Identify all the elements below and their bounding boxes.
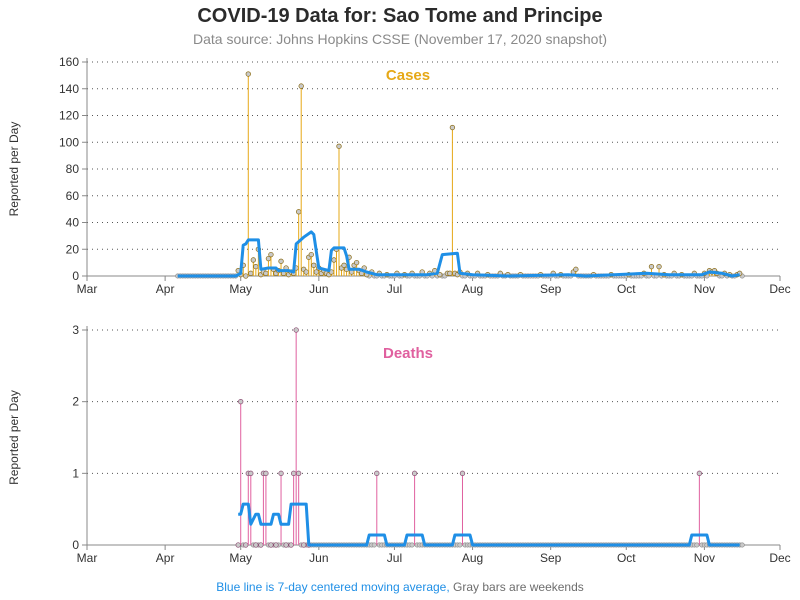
footer-note: Blue line is 7-day centered moving avera… <box>0 580 800 594</box>
cases-ytick-label: 0 <box>72 269 79 283</box>
cases-ytick-label: 40 <box>66 216 80 230</box>
deaths-xtick-label: Dec <box>769 551 790 565</box>
deaths-ytick-label: 2 <box>72 395 79 409</box>
deaths-data-point <box>293 327 299 333</box>
moving-average-note: Blue line is 7-day centered moving avera… <box>216 580 450 594</box>
cases-xtick-label: Dec <box>769 282 790 296</box>
weekend-note: Gray bars are weekends <box>453 580 584 594</box>
deaths-xtick-label: Aug <box>462 551 483 565</box>
cases-data-point <box>353 259 360 266</box>
cases-data-point <box>311 262 317 268</box>
deaths-xtick-label: Mar <box>77 551 98 565</box>
deaths-data-point <box>243 542 249 548</box>
cases-ytick-label: 140 <box>59 82 79 96</box>
deaths-xtick-label: Nov <box>694 551 715 565</box>
deaths-data-point <box>283 542 289 548</box>
deaths-data-point <box>290 470 297 476</box>
cases-data-point <box>303 269 309 275</box>
deaths-zero-marker <box>457 542 463 548</box>
cases-data-point <box>263 270 269 276</box>
chart-title: COVID-19 Data for: Sao Tome and Principe <box>197 5 603 27</box>
deaths-ytick-label: 0 <box>72 538 79 552</box>
cases-ytick-label: 20 <box>66 242 80 256</box>
cases-data-point <box>336 143 342 149</box>
cases-ytick-label: 100 <box>59 135 79 149</box>
deaths-data-point <box>374 470 380 476</box>
cases-panel-title: Cases <box>386 67 430 84</box>
cases-xtick-label: Apr <box>156 282 175 296</box>
deaths-y-axis-label: Reported per Day <box>7 390 21 485</box>
deaths-xtick-label: May <box>229 551 252 565</box>
deaths-xtick-label: Jun <box>309 551 328 565</box>
deaths-zero-marker <box>694 542 700 548</box>
deaths-zero-marker <box>739 542 745 548</box>
cases-moving-average-line <box>177 230 740 278</box>
deaths-data-point <box>459 470 466 476</box>
cases-data-point <box>268 251 274 258</box>
deaths-xtick-label: Apr <box>156 551 175 565</box>
deaths-xtick-label: Oct <box>617 551 636 565</box>
cases-y-axis-label: Reported per Day <box>7 122 21 217</box>
deaths-xtick-label: Jul <box>387 551 402 565</box>
cases-ytick-label: 80 <box>66 162 80 176</box>
deaths-ytick-label: 3 <box>72 323 79 337</box>
deaths-panel-title: Deaths <box>383 345 433 362</box>
cases-xtick-label: May <box>229 282 252 296</box>
cases-data-point <box>245 71 251 77</box>
deaths-zero-marker <box>409 542 415 548</box>
cases-ytick-label: 160 <box>59 55 79 69</box>
cases-data-point <box>573 266 579 272</box>
deaths-data-point <box>253 542 259 548</box>
deaths-data-point <box>296 470 302 476</box>
deaths-data-point <box>696 470 703 476</box>
deaths-ytick-label: 1 <box>72 466 79 480</box>
cases-xtick-label: Sep <box>540 282 562 296</box>
cases-data-point <box>250 257 256 263</box>
cases-xtick-label: Jun <box>309 282 328 296</box>
cases-ytick-label: 60 <box>66 189 80 203</box>
cases-data-point <box>447 270 453 276</box>
cases-ytick-label: 120 <box>59 109 79 123</box>
deaths-data-point <box>263 470 269 476</box>
deaths-xtick-label: Sep <box>540 551 562 565</box>
cases-data-point <box>243 273 249 279</box>
deaths-moving-average-line <box>238 502 740 547</box>
cases-xtick-label: Nov <box>694 282 715 296</box>
deaths-data-point <box>235 542 241 548</box>
cases-data-point <box>296 209 302 215</box>
deaths-zero-marker <box>371 542 377 548</box>
deaths-data-point <box>258 542 264 548</box>
cases-data-point <box>341 262 347 268</box>
chart-subtitle: Data source: Johns Hopkins CSSE (Novembe… <box>193 31 607 47</box>
cases-xtick-label: Oct <box>617 282 636 296</box>
cases-data-point <box>308 251 314 258</box>
deaths-data-point <box>411 470 418 476</box>
cases-data-point <box>278 258 284 264</box>
cases-data-point <box>298 83 304 89</box>
deaths-data-point <box>238 399 244 405</box>
cases-xtick-label: Mar <box>77 282 98 296</box>
cases-data-point <box>648 263 655 270</box>
deaths-data-point <box>268 542 274 548</box>
cases-data-point <box>656 263 662 270</box>
deaths-data-point <box>273 542 279 548</box>
cases-xtick-label: Aug <box>462 282 483 296</box>
cases-data-point <box>449 124 456 131</box>
cases-data-point <box>331 257 337 263</box>
deaths-data-point <box>301 542 307 548</box>
deaths-data-point <box>248 470 254 476</box>
cases-xtick-label: Jul <box>387 282 402 296</box>
cases-data-point <box>253 263 259 270</box>
deaths-data-point <box>288 542 294 548</box>
cases-data-point <box>248 270 254 276</box>
deaths-data-point <box>278 470 284 476</box>
